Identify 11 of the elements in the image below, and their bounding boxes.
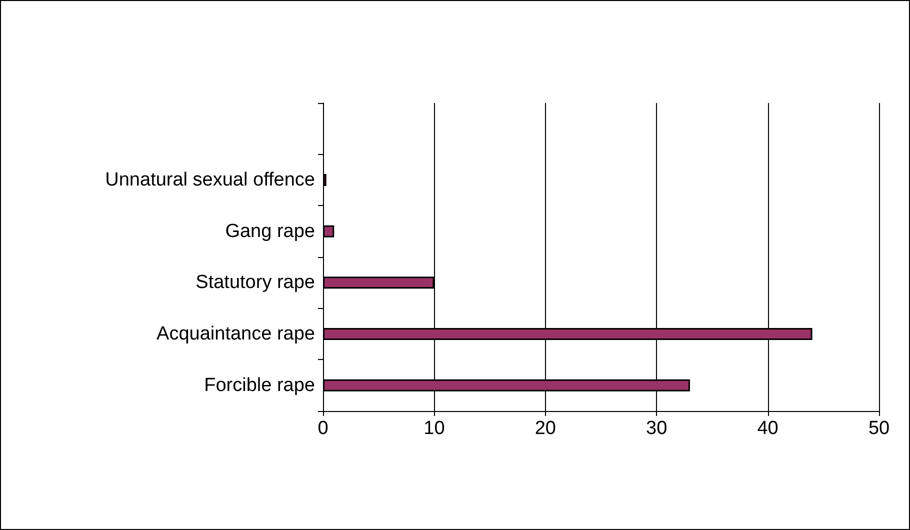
y-tick-label: Forcible rape [204, 374, 315, 396]
y-tick-label: Gang rape [225, 220, 315, 242]
y-tick-label: Statutory rape [196, 272, 315, 294]
x-tick-label: 10 [424, 418, 445, 439]
y-tick-label: Acquaintance rape [156, 324, 315, 344]
x-tick-label: 40 [757, 418, 778, 439]
x-tick-label: 0 [318, 418, 328, 439]
y-tick-label: Unnatural sexual offence [105, 170, 315, 190]
x-tick-label: 50 [868, 418, 890, 439]
x-tick-label: 20 [534, 418, 556, 439]
x-tick-label: 30 [646, 418, 668, 439]
